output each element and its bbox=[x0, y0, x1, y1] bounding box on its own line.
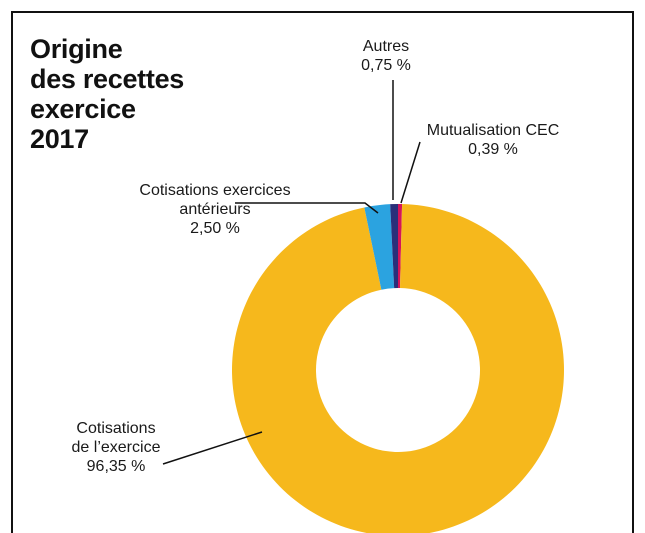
leader-line-mutualisation bbox=[400, 141, 421, 204]
label-mutualisation-value: 0,39 % bbox=[468, 141, 518, 158]
label-cotisations-anterieurs-name-2: antérieurs bbox=[179, 201, 251, 218]
chart-title: Origine des recettes exercice 2017 bbox=[30, 34, 230, 154]
donut-slice-cotisations-anterieurs bbox=[364, 204, 395, 290]
label-cotisations-exercice: Cotisations de l’exercice 96,35 % bbox=[36, 419, 196, 476]
label-cotisations-exercice-name-2: de l’exercice bbox=[71, 439, 161, 456]
leader-line-cotisations-exercice bbox=[162, 431, 263, 465]
label-mutualisation-name: Mutualisation CEC bbox=[426, 122, 560, 139]
label-autres-name: Autres bbox=[362, 38, 410, 55]
label-cotisations-anterieurs-name: Cotisations exercices bbox=[139, 182, 291, 199]
title-line: exercice bbox=[30, 94, 136, 124]
title-line: des recettes bbox=[30, 64, 184, 94]
donut-slice-autres bbox=[390, 204, 398, 289]
donut-slice-cotisations-exercice bbox=[232, 204, 565, 533]
label-mutualisation: Mutualisation CEC 0,39 % bbox=[408, 121, 578, 159]
label-autres-value: 0,75 % bbox=[361, 57, 411, 74]
title-line: Origine bbox=[30, 34, 123, 64]
donut-slice-mutualisation bbox=[398, 204, 403, 289]
label-cotisations-anterieurs-value: 2,50 % bbox=[190, 220, 240, 237]
label-autres: Autres 0,75 % bbox=[346, 37, 426, 75]
title-line: 2017 bbox=[30, 124, 89, 154]
label-cotisations-anterieurs: Cotisations exercices antérieurs 2,50 % bbox=[120, 181, 310, 238]
leader-line-cotisations-anterieurs bbox=[235, 202, 379, 214]
label-cotisations-exercice-name: Cotisations bbox=[76, 420, 156, 437]
label-cotisations-exercice-value: 96,35 % bbox=[86, 458, 146, 475]
